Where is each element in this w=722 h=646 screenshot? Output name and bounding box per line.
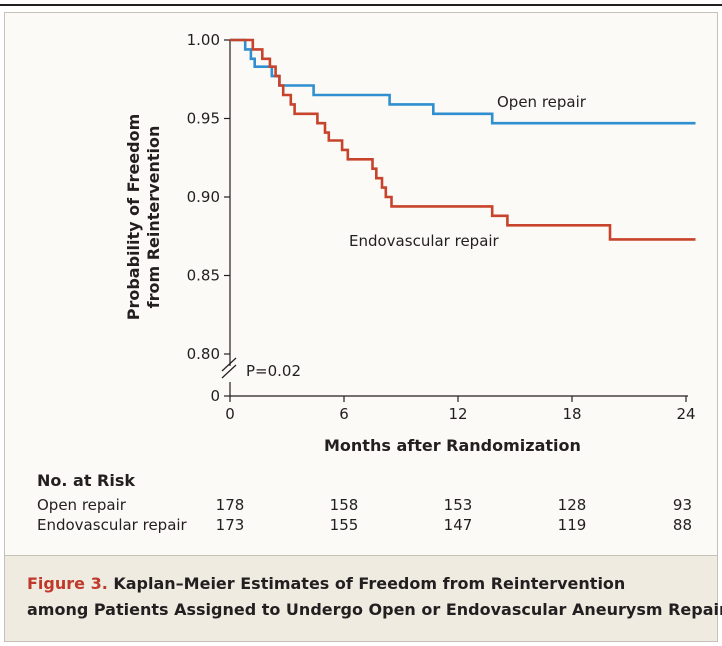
caption-title: Kaplan–Meier Estimates of Freedom from R… — [107, 574, 626, 593]
risk-row-label: Open repair — [37, 496, 127, 514]
series-label-endo: Endovascular repair — [349, 232, 500, 250]
axis-break-mark — [221, 357, 237, 372]
caption-line-1: Figure 3. Kaplan–Meier Estimates of Free… — [27, 574, 625, 593]
curves — [230, 38, 696, 241]
caption-label: Figure 3. — [27, 574, 108, 593]
figure-panel — [4, 12, 718, 642]
x-tick-label: 18 — [562, 405, 581, 423]
y-tick-label: 0.90 — [187, 188, 220, 206]
x-tick-label: 24 — [676, 405, 695, 423]
y-axis-title-line-1: Probability of Freedom — [124, 114, 143, 321]
caption-line-2: among Patients Assigned to Undergo Open … — [27, 600, 722, 619]
x-tick-label: 12 — [448, 405, 467, 423]
risk-table-title: No. at Risk — [37, 471, 135, 490]
series-line-endovascular-repair — [230, 38, 696, 241]
risk-table: Open repair 178 158 153 128 93 Endovascular re… — [37, 496, 692, 534]
risk-value: 88 — [673, 516, 692, 534]
y-tick-label: 0.85 — [187, 267, 220, 285]
p-value-annotation: P=0.02 — [246, 362, 301, 380]
risk-value: 93 — [673, 496, 692, 514]
risk-value: 178 — [216, 496, 245, 514]
y-tick-label: 0.80 — [187, 345, 220, 363]
y-tick-label: 0 — [210, 387, 220, 405]
series-label-open: Open repair — [497, 93, 587, 111]
x-axis-title: Months after Randomization — [324, 436, 581, 455]
series-line-open-repair — [230, 38, 696, 125]
x-tick-label: 6 — [339, 405, 349, 423]
risk-value: 147 — [444, 516, 473, 534]
risk-row-label: Endovascular repair — [37, 516, 188, 534]
risk-value: 128 — [558, 496, 587, 514]
axis-break-mark — [221, 364, 237, 379]
risk-value: 119 — [558, 516, 587, 534]
top-rule — [0, 4, 722, 6]
y-tick-label: 1.00 — [187, 31, 220, 49]
risk-value: 153 — [444, 496, 473, 514]
risk-value: 173 — [216, 516, 245, 534]
y-tick-label: 0.95 — [187, 110, 220, 128]
x-tick-label: 0 — [225, 405, 235, 423]
axes: 1.00 0.95 0.90 0.85 0.80 00 6 12 18 24 — [187, 31, 696, 423]
caption-box: Figure 3. Kaplan–Meier Estimates of Free… — [4, 555, 722, 642]
risk-value: 158 — [330, 496, 359, 514]
y-axis-title-line-2: from Reintervention — [144, 126, 163, 309]
risk-value: 155 — [330, 516, 359, 534]
